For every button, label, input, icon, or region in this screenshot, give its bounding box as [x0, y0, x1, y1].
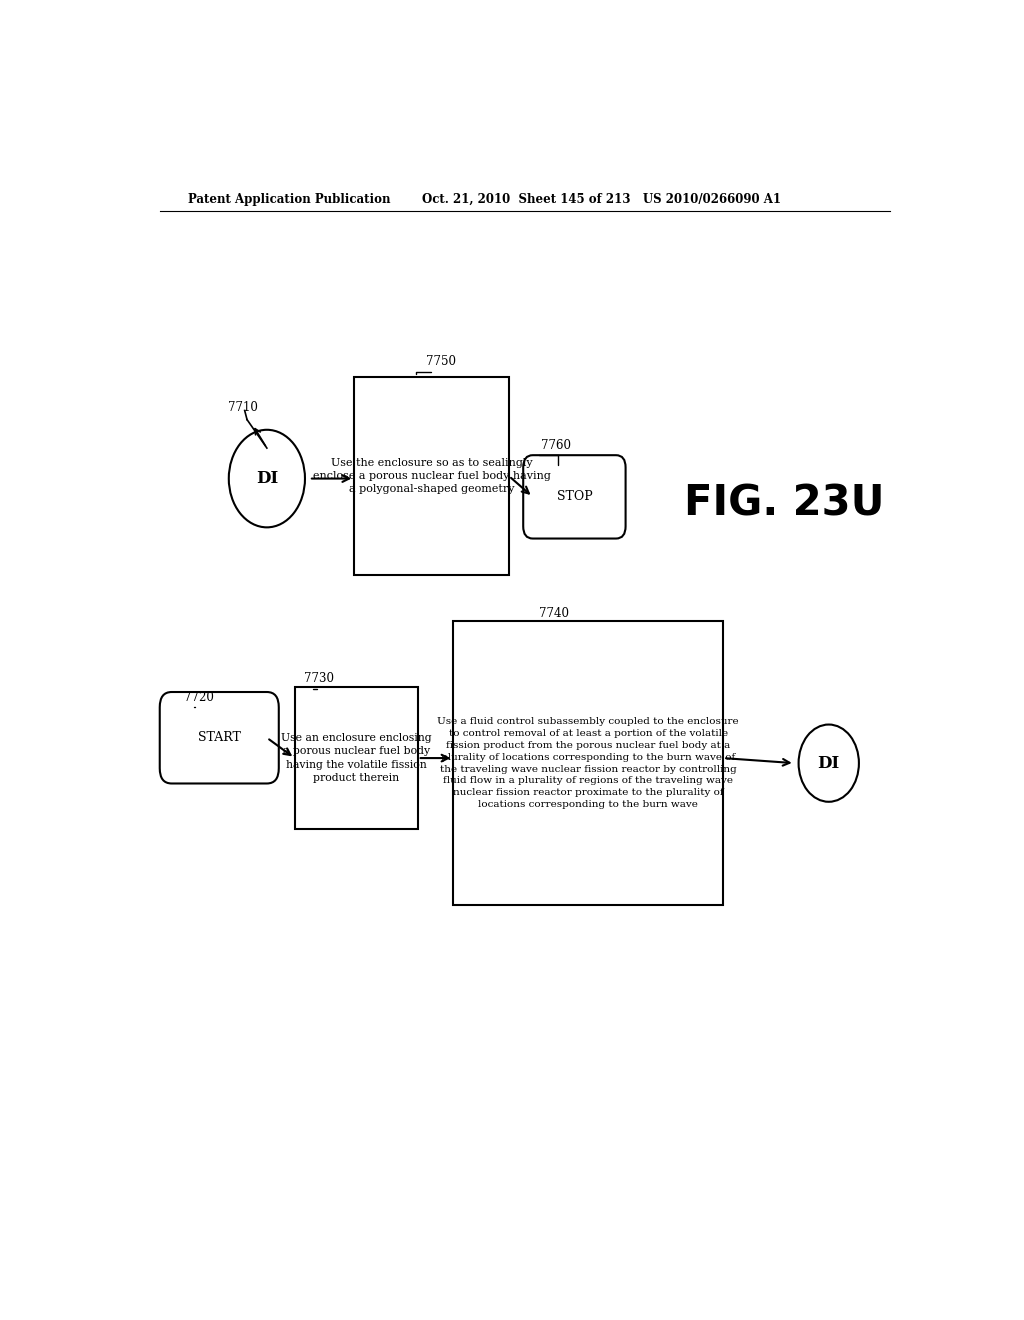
Text: Use an enclosure enclosing
a porous nuclear fuel body
having the volatile fissio: Use an enclosure enclosing a porous nucl…	[281, 734, 431, 783]
Text: Patent Application Publication: Patent Application Publication	[187, 193, 390, 206]
Text: 7730: 7730	[304, 672, 334, 685]
Text: Use a fluid control subassembly coupled to the enclosure
to control removal of a: Use a fluid control subassembly coupled …	[437, 717, 739, 809]
Text: 7760: 7760	[541, 438, 570, 451]
Text: DI: DI	[256, 470, 278, 487]
Text: Oct. 21, 2010  Sheet 145 of 213   US 2010/0266090 A1: Oct. 21, 2010 Sheet 145 of 213 US 2010/0…	[422, 193, 780, 206]
Text: STOP: STOP	[556, 490, 592, 503]
Text: DI: DI	[817, 755, 840, 772]
Text: START: START	[198, 731, 241, 744]
Text: 7740: 7740	[539, 607, 569, 620]
Text: FIG. 23U: FIG. 23U	[684, 483, 884, 525]
Text: 7720: 7720	[183, 690, 213, 704]
Text: Use the enclosure so as to sealingly
enclose a porous nuclear fuel body having
a: Use the enclosure so as to sealingly enc…	[312, 458, 551, 494]
Text: 7750: 7750	[426, 355, 457, 368]
Text: 7710: 7710	[228, 401, 258, 414]
